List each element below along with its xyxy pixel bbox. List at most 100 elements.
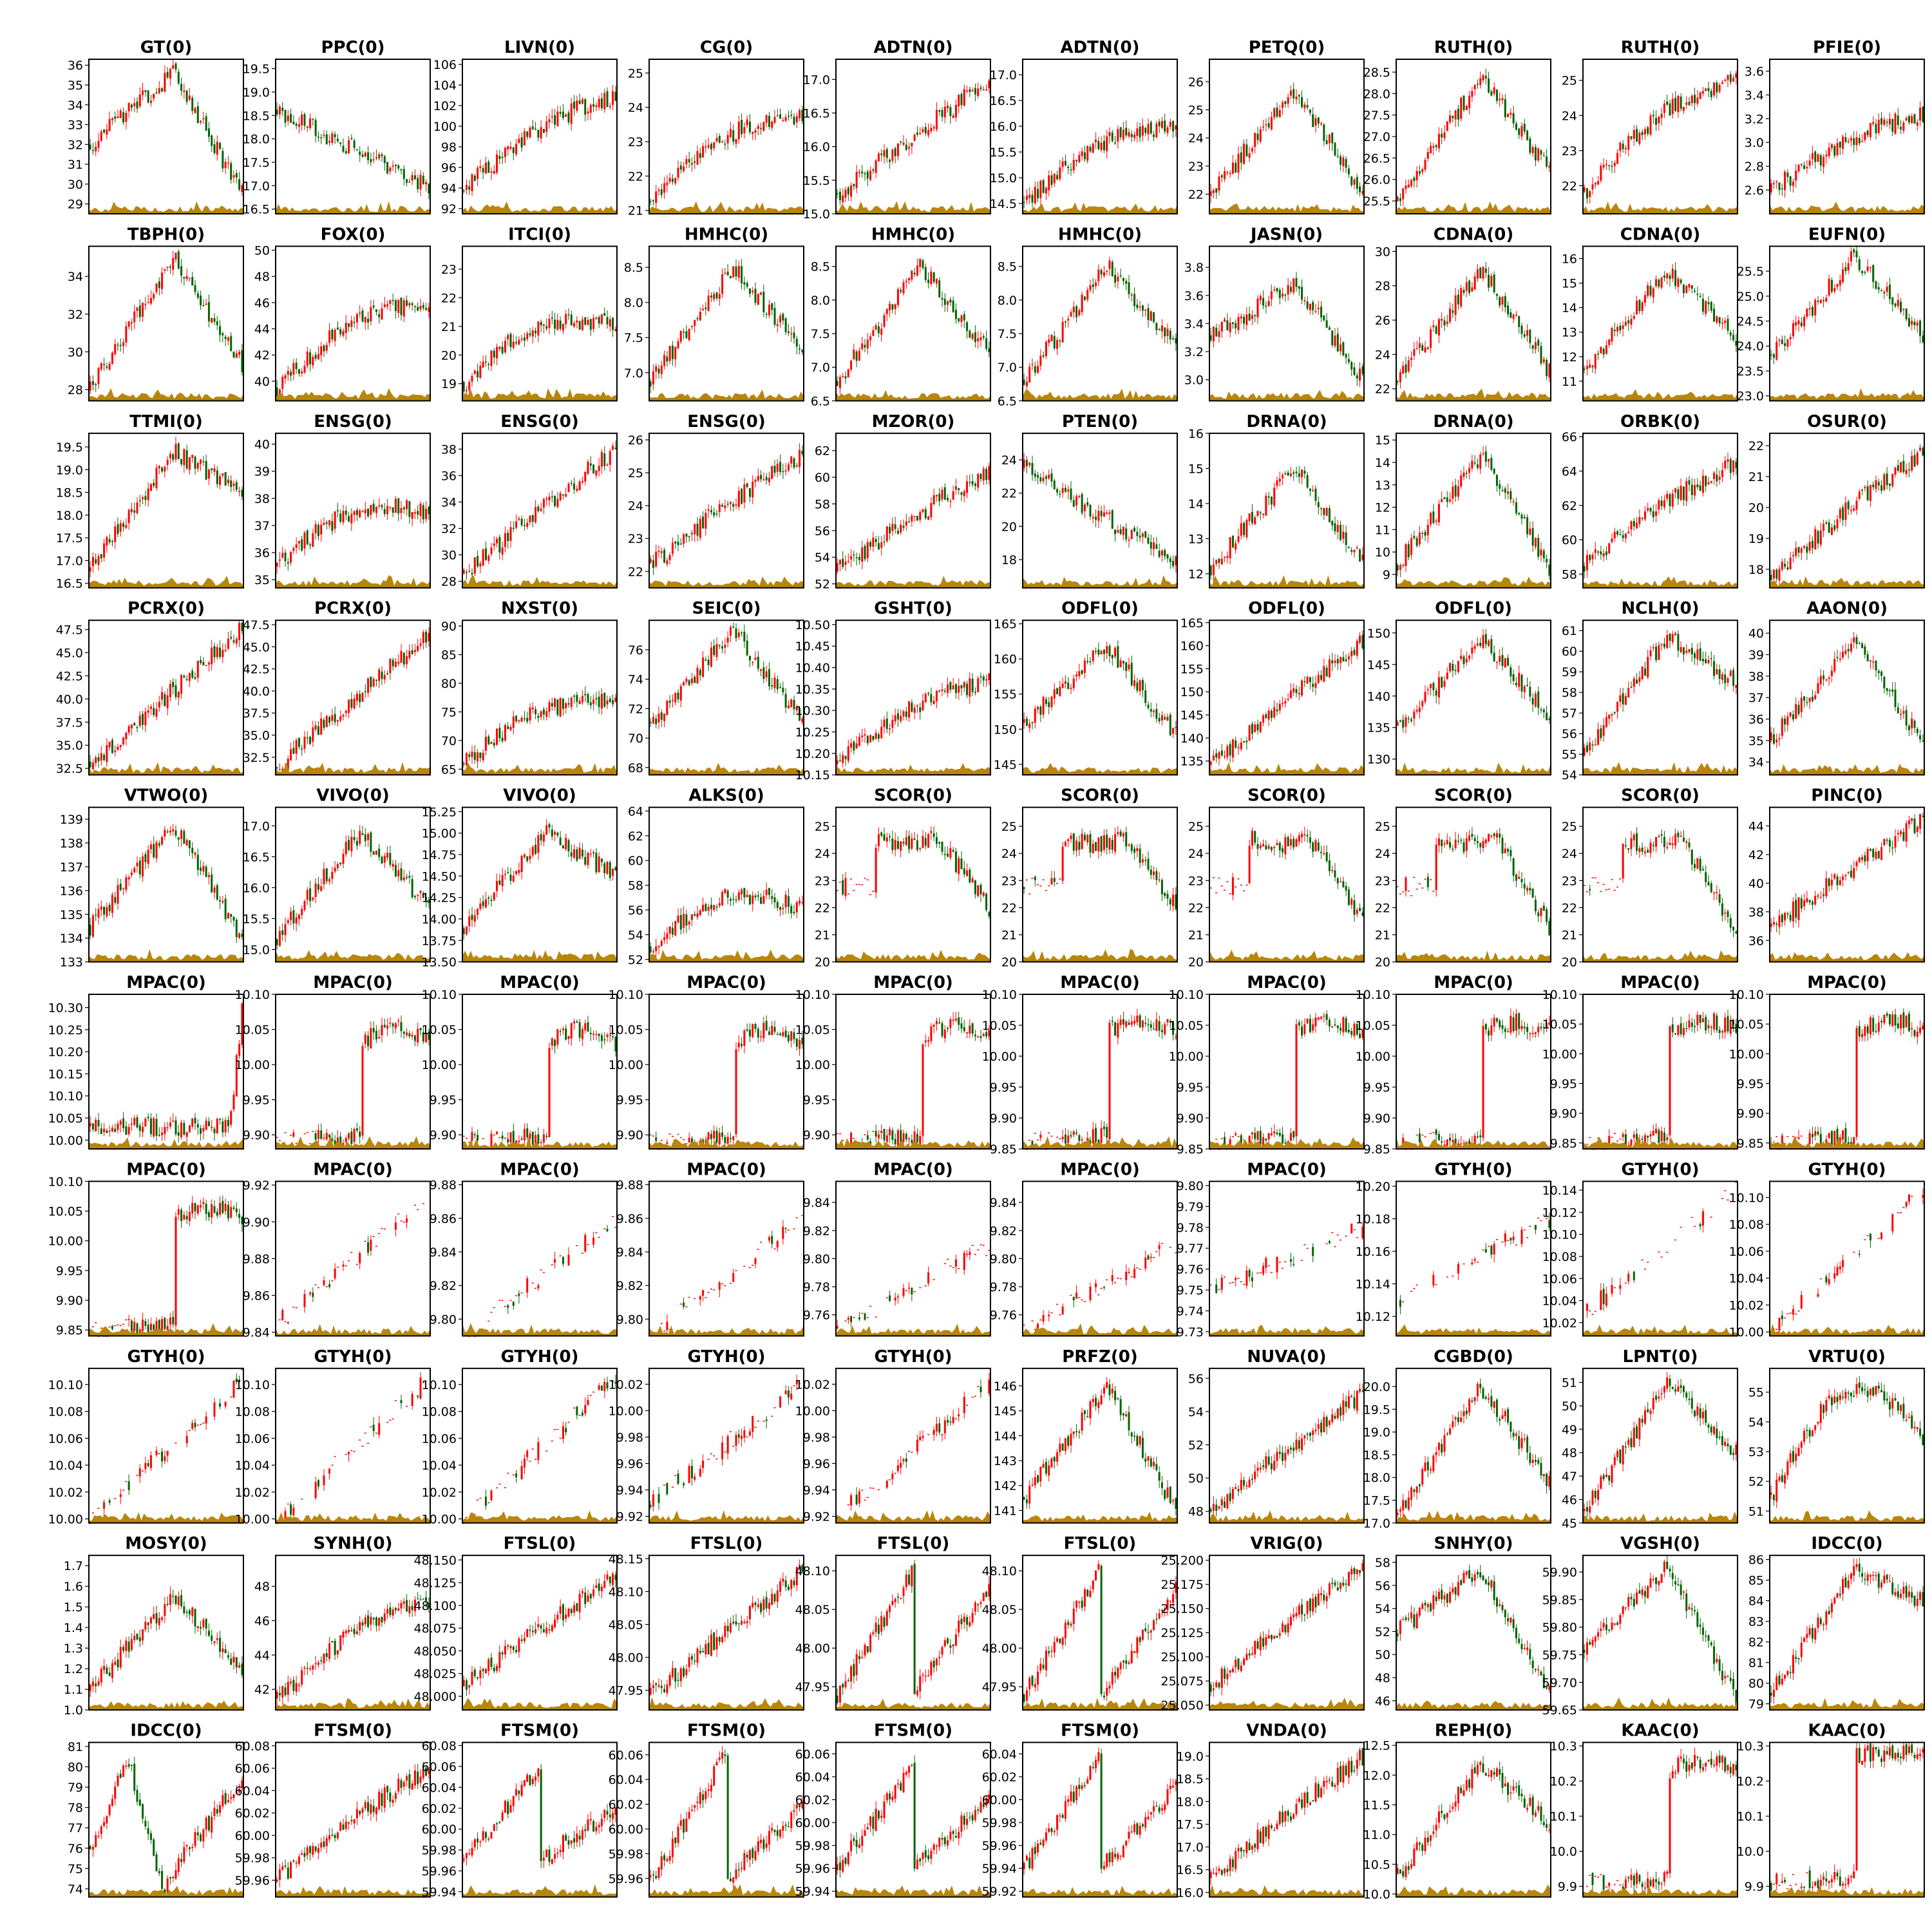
candle-body [861,547,864,562]
candle-body [760,292,762,295]
candle-body [690,678,693,683]
candle-body [1776,341,1778,360]
candle-body [471,573,473,574]
y-tick-label: 25.5 [1737,265,1764,279]
candle-body [1616,327,1619,332]
candle-body [238,623,241,640]
candle-body [1452,310,1454,313]
candle-body [768,477,770,482]
candle-body [576,320,578,323]
candle-body [144,90,147,92]
candle-body [737,491,740,507]
candle-body [306,351,308,366]
candle-body [292,363,295,375]
candle-body [372,679,375,687]
chart-panel: HMHC(0)6.57.07.58.08.5 [811,225,991,408]
candle-body [1531,528,1534,546]
y-tick-label: 2.8 [1745,160,1764,174]
candle-body [710,647,712,667]
candle-body [512,147,515,153]
candle-body [317,137,319,138]
candle-body [509,334,512,347]
candle-body [381,308,383,320]
candle-body [1117,530,1119,533]
candle-body [795,116,798,122]
candle-body [1616,153,1619,164]
y-tick-label: 165 [1180,616,1204,630]
y-tick-label: 6.5 [811,394,830,408]
candle-body [1696,484,1699,488]
candle-body [1334,523,1336,531]
candle-body [1452,663,1454,671]
candle-body [1460,288,1463,307]
candle-body [1293,688,1295,692]
candle-body [1622,693,1624,705]
candle-body [1303,681,1306,683]
y-tick-label: 30 [441,549,457,563]
candle-body [793,117,795,125]
candle-body [1410,180,1413,187]
candle-body [1727,75,1729,80]
candle-body [1735,461,1738,469]
candle-body [1320,307,1323,317]
candle-body [660,189,663,195]
candle-body [507,533,509,542]
candle-body [1340,344,1342,352]
plot-frame [649,245,804,402]
y-tick-label: 135 [1367,721,1390,735]
candle-body [609,451,611,465]
candle-body [1160,550,1163,556]
candle-body [1507,305,1510,315]
candle-body [952,685,954,690]
candle-body [1602,348,1605,355]
candle-body [526,522,529,527]
candle-body [1287,699,1289,700]
candle-body [1293,89,1295,99]
candle-body [773,117,776,123]
candle-body [523,337,526,341]
y-tick-label: 33 [68,118,83,133]
candle-body [1781,188,1783,190]
candle-body [1345,532,1347,545]
y-tick-label: 50 [254,244,270,258]
candle-body [567,703,570,705]
candle-body [688,328,690,340]
candle-body [606,464,609,466]
candle-body [1605,345,1607,354]
candle-body [224,162,227,168]
candle-body [1100,511,1103,516]
candle-body [1413,536,1416,538]
candle-body [869,171,872,180]
candle-body [1666,635,1669,649]
candle-body [328,140,331,143]
candle-body [614,91,617,101]
candle-body [760,128,762,129]
chart-title: EUFN(0) [1808,225,1886,244]
y-tick-label: 56 [815,524,830,538]
candle-body [1287,472,1289,476]
candle-body [406,300,408,306]
candle-body [222,333,224,336]
candle-body [1072,160,1075,171]
candle-body [361,310,364,322]
y-tick-label: 2.6 [1745,184,1764,198]
candle-body [1685,650,1688,653]
candle-body [477,371,479,377]
candle-body [1314,683,1317,688]
candle-body [1432,146,1435,148]
candle-body [655,191,658,204]
candle-body [175,685,177,697]
candle-body [1643,511,1646,520]
candle-body [787,331,790,333]
candle-body [496,346,498,359]
candle-body [303,366,306,373]
candle-body [185,276,188,279]
candle-body [1160,120,1163,128]
candle-body [1045,341,1047,357]
y-tick-label: 37.5 [56,715,83,730]
candle-body [1053,173,1056,184]
candle-body [1886,122,1888,123]
candle-body [1061,321,1064,343]
candle-body [1092,650,1094,661]
